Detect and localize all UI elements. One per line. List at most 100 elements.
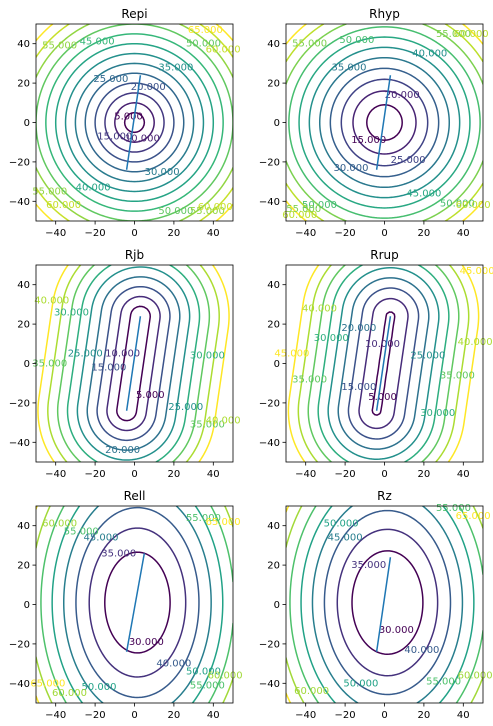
y-tick-label: 20: [267, 79, 280, 90]
contour-label: 60.000: [52, 688, 87, 699]
y-tick-label: 40: [267, 39, 280, 50]
panel-title: Rrup: [370, 248, 399, 262]
contour-label: 60.000: [294, 686, 329, 697]
y-tick-label: 40: [17, 39, 30, 50]
x-tick-label: 0: [381, 228, 387, 239]
contour-label: 65.000: [456, 511, 491, 522]
y-tick-label: −20: [9, 639, 30, 650]
contour-label: 50.000: [158, 206, 193, 217]
contour-line: [45, 33, 224, 212]
contour-label: 60.000: [282, 210, 317, 221]
contour-line: [298, 36, 471, 209]
contour-label: 20.000: [341, 323, 376, 334]
contour-label: 20.000: [105, 445, 140, 456]
panel-title: Rz: [377, 489, 392, 503]
contour-label: 55.000: [186, 513, 221, 524]
contour-line: [340, 78, 429, 167]
contour-label: 45.000: [274, 349, 309, 360]
fault-trace: [125, 316, 142, 411]
contour-label: 60.000: [46, 200, 81, 211]
contour-label: 50.000: [324, 519, 359, 530]
contour-line: [123, 111, 146, 134]
contour-label: 60.000: [456, 200, 491, 211]
y-tick-label: −20: [259, 398, 280, 409]
x-tick-label: 20: [418, 710, 431, 721]
contour-line: [371, 311, 396, 416]
contour-line: [76, 266, 191, 461]
contour-label: 65.000: [188, 25, 223, 36]
y-tick-label: 40: [17, 521, 30, 532]
contour-line: [36, 24, 233, 221]
contour-label: 35.000: [158, 62, 193, 73]
contour-line: [36, 24, 233, 221]
contour-label: 15.000: [91, 362, 126, 373]
contour-label: 35.000: [190, 420, 225, 431]
contour-label: 40.000: [76, 183, 111, 194]
y-tick-label: −40: [259, 438, 280, 449]
y-tick-label: 20: [17, 561, 30, 572]
contour-label: 55.000: [426, 676, 461, 687]
contour-line: [36, 506, 233, 703]
contour-line: [56, 265, 211, 462]
x-tick-label: −40: [45, 710, 66, 721]
contour-label: 25.000: [168, 402, 203, 413]
panel-title: Rell: [124, 489, 146, 503]
contour-line: [114, 102, 155, 143]
contour-line: [352, 90, 417, 155]
contour-label: 25.000: [410, 351, 445, 362]
contour-label: 40.000: [156, 659, 191, 670]
contour-label: 20.000: [131, 82, 166, 93]
contour-line: [358, 297, 409, 430]
x-tick-label: −20: [335, 710, 356, 721]
contour-label: 55.000: [292, 39, 327, 50]
contour-line: [96, 285, 171, 442]
contour-line: [86, 276, 181, 451]
contour-label: 50.000: [186, 666, 221, 677]
x-tick-label: 40: [207, 710, 220, 721]
contour-label: 35.000: [292, 374, 327, 385]
contour-label: 30.000: [314, 333, 349, 344]
contour-label: 10.000: [365, 339, 400, 350]
x-tick-label: 20: [418, 469, 431, 480]
y-tick-label: 0: [24, 359, 30, 370]
contour-line: [351, 550, 424, 655]
contour-line: [36, 24, 233, 221]
x-tick-label: 20: [168, 469, 181, 480]
x-tick-label: 0: [131, 228, 137, 239]
contour-line: [287, 265, 480, 462]
contour-line: [307, 265, 460, 462]
x-tick-label: −20: [335, 228, 356, 239]
contour-line: [51, 506, 224, 703]
contour-label: 60.000: [454, 29, 489, 40]
contour-line: [286, 24, 483, 221]
contour-label: 35.000: [32, 359, 67, 370]
contour-panel: 30.000 35.000 40.000 45.000 50.000 50.000 55.0…: [259, 489, 493, 721]
x-tick-label: 20: [418, 228, 431, 239]
contour-label: 65.000: [206, 517, 241, 528]
contour-line: [74, 62, 195, 183]
contour-label: 35.000: [101, 548, 136, 559]
contour-label: 25.000: [93, 74, 128, 85]
contour-line: [311, 506, 464, 703]
x-tick-label: 0: [131, 710, 137, 721]
contour-label: 35.000: [332, 62, 367, 73]
fault-trace: [375, 316, 392, 411]
y-tick-label: −40: [9, 438, 30, 449]
contour-line: [317, 265, 450, 462]
contour-line: [286, 506, 483, 703]
contour-label: 55.000: [32, 186, 67, 197]
contour-line: [84, 72, 185, 173]
y-tick-label: −20: [9, 157, 30, 168]
contour-label: 45.000: [80, 37, 115, 48]
panel-title: Repi: [121, 7, 147, 21]
x-tick-label: −40: [45, 469, 66, 480]
contour-label: 60.000: [42, 519, 77, 530]
contour-label: 40.000: [34, 295, 69, 306]
contour-line: [327, 267, 440, 460]
contour-label: 50.000: [343, 678, 378, 689]
y-tick-label: −20: [259, 639, 280, 650]
y-tick-label: 0: [274, 600, 280, 611]
x-tick-label: −20: [85, 710, 106, 721]
x-tick-label: 0: [131, 469, 137, 480]
